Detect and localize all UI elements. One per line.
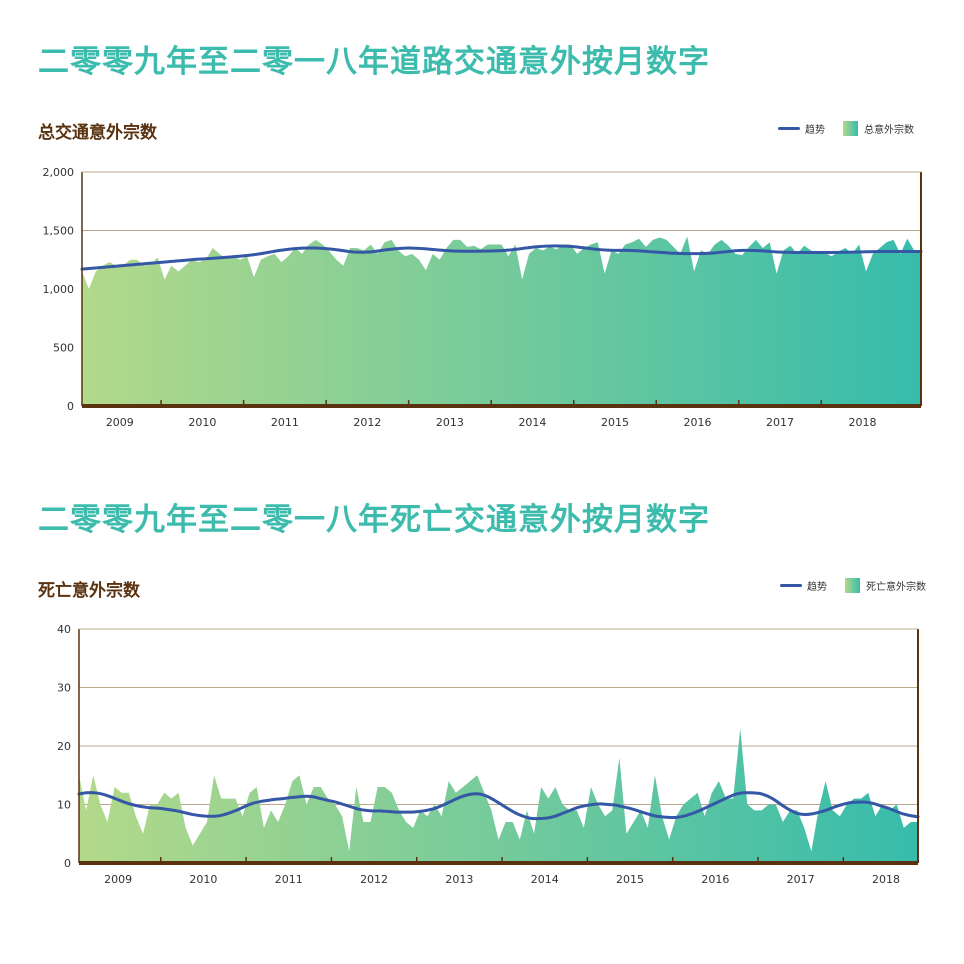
x-tick-label: 2016 <box>683 416 711 429</box>
x-tick-label: 2010 <box>188 416 216 429</box>
x-tick-label: 2018 <box>849 416 877 429</box>
x-tick-label: 2017 <box>787 873 815 886</box>
y-tick-label: 0 <box>64 857 71 870</box>
chart-fatal-accidents: 0 10 20 30 40 2009 2010 2011 2012 2013 2014 2015 201… <box>57 623 920 886</box>
legend-trend-label: 趋势 <box>807 582 827 593</box>
page-title-fatal: 二零零九年至二零一八年死亡交通意外按月数字 <box>38 502 710 538</box>
x-tick-label: 2012 <box>360 873 388 886</box>
x-tick-label: 2018 <box>872 873 900 886</box>
chart-title-fatal: 死亡意外宗数 <box>38 581 140 601</box>
trend-line <box>77 791 920 821</box>
chart-total-accidents: 0 500 1,000 1,500 2,000 2009 2010 2011 2012 2013 2… <box>43 166 923 429</box>
x-tick-label: 2017 <box>766 416 794 429</box>
legend-trend-label: 趋势 <box>805 125 825 136</box>
legend-area-label: 总意外宗数 <box>864 125 914 136</box>
y-tick-label: 20 <box>57 740 71 753</box>
x-tick-label: 2014 <box>531 873 559 886</box>
legend-fatal: 趋势 死亡意外宗数 <box>780 578 926 593</box>
x-tick-label: 2015 <box>616 873 644 886</box>
x-tick-label: 2013 <box>436 416 464 429</box>
y-tick-label: 500 <box>53 342 74 355</box>
x-tick-label: 2012 <box>353 416 381 429</box>
x-tick-label: 2009 <box>106 416 134 429</box>
x-tick-label: 2016 <box>701 873 729 886</box>
x-tick-label: 2015 <box>601 416 629 429</box>
trend-line <box>80 244 923 271</box>
area-series <box>82 236 921 406</box>
y-tick-label: 2,000 <box>43 166 75 179</box>
x-tick-label: 2014 <box>518 416 546 429</box>
y-tick-label: 1,500 <box>43 225 75 238</box>
legend-trend-line <box>778 127 800 130</box>
legend-area-swatch <box>843 121 858 136</box>
y-tick-label: 30 <box>57 682 71 695</box>
x-tick-label: 2011 <box>271 416 299 429</box>
y-tick-label: 10 <box>57 799 71 812</box>
y-tick-label: 0 <box>67 400 74 413</box>
x-tick-label: 2013 <box>445 873 473 886</box>
legend-trend-line <box>780 584 802 587</box>
x-tick-label: 2010 <box>189 873 217 886</box>
x-tick-label: 2009 <box>104 873 132 886</box>
legend-area-label: 死亡意外宗数 <box>866 582 926 593</box>
x-tick-label: 2011 <box>275 873 303 886</box>
area-series <box>79 728 918 863</box>
chart-title-total: 总交通意外宗数 <box>38 123 157 143</box>
legend-total: 趋势 总意外宗数 <box>778 121 914 136</box>
y-tick-label: 1,000 <box>43 283 75 296</box>
legend-area-swatch <box>845 578 860 593</box>
y-tick-label: 40 <box>57 623 71 636</box>
page-title-total: 二零零九年至二零一八年道路交通意外按月数字 <box>38 44 710 80</box>
